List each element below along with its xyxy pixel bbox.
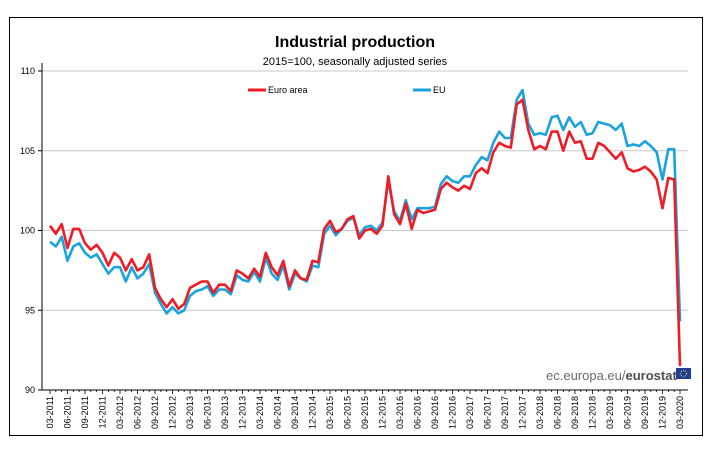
x-tick-label: 03-2015 [325, 396, 335, 429]
x-tick-label: 12-2013 [238, 396, 248, 429]
legend-label-euro-area: Euro area [268, 85, 308, 95]
x-tick-label: 06-2012 [133, 396, 143, 429]
x-tick-label: 09-2011 [80, 396, 90, 428]
x-tick-label: 09-2014 [290, 396, 300, 429]
x-tick-label: 06-2015 [343, 396, 353, 429]
x-tick-label: 12-2019 [658, 396, 668, 429]
x-tick-label: 12-2016 [448, 396, 458, 429]
x-tick-label: 03-2013 [185, 396, 195, 429]
source-brand: eurostat [626, 368, 678, 383]
x-tick-label: 03-2018 [535, 396, 545, 429]
x-tick-label: 06-2014 [273, 396, 283, 429]
x-tick-label: 12-2018 [588, 396, 598, 429]
eu-flag-icon [676, 368, 691, 379]
x-tick-label: 06-2017 [483, 396, 493, 429]
chart-title: Industrial production [275, 34, 435, 51]
x-tick-label: 09-2012 [150, 396, 160, 429]
y-tick-label-95: 95 [25, 305, 35, 315]
x-tick-label: 06-2018 [553, 396, 563, 429]
x-tick-label: 06-2011 [63, 396, 73, 428]
x-tick-label: 12-2011 [98, 396, 108, 428]
x-tick-label: 12-2014 [308, 396, 318, 429]
industrial-production-chart: Industrial production 2015=100, seasonal… [20, 34, 691, 429]
y-tick-label-100: 100 [20, 226, 35, 236]
legend: Euro area EU [248, 85, 446, 95]
x-tick-label: 06-2013 [203, 396, 213, 429]
svg-text:ec.europa.eu/eurostat: ec.europa.eu/eurostat [546, 368, 677, 383]
series-line-eu [49, 88, 682, 322]
x-tick-label: 03-2011 [45, 396, 55, 428]
x-tick-label: 03-2019 [605, 396, 615, 429]
chart-frame: Industrial production 2015=100, seasonal… [9, 17, 703, 436]
x-axis-ticks: 03-2011 06-2011 09-2011 12-2011 03-2012 06-20… [45, 390, 685, 429]
chart-subtitle: 2015=100, seasonally adjusted series [263, 56, 448, 68]
y-axis-ticks: 90 95 100 105 110 [20, 66, 42, 395]
legend-label-eu: EU [433, 85, 446, 95]
x-tick-label: 09-2017 [500, 396, 510, 429]
x-tick-label: 09-2018 [570, 396, 580, 429]
x-tick-label: 03-2014 [255, 396, 265, 429]
x-tick-label: 09-2015 [360, 396, 370, 429]
x-tick-label: 09-2019 [640, 396, 650, 429]
source-domain: ec.europa.eu/ [546, 368, 626, 383]
x-tick-label: 12-2017 [518, 396, 528, 429]
y-tick-label-90: 90 [25, 385, 35, 395]
x-tick-label: 09-2013 [220, 396, 230, 429]
x-tick-label: 03-2017 [465, 396, 475, 429]
source-credit: ec.europa.eu/eurostat [546, 368, 691, 383]
y-tick-label-105: 105 [20, 146, 35, 156]
x-tick-label: 03-2020 [675, 396, 685, 429]
x-tick-label: 03-2016 [395, 396, 405, 429]
x-tick-label: 12-2015 [378, 396, 388, 429]
x-tick-label: 09-2016 [430, 396, 440, 429]
y-tick-label-110: 110 [21, 66, 35, 76]
gridlines [42, 70, 688, 311]
x-tick-label: 06-2016 [413, 396, 423, 429]
series-lines [48, 88, 682, 367]
x-tick-label: 06-2019 [623, 396, 633, 429]
series-line-euro-area [48, 98, 682, 367]
x-tick-label: 12-2012 [168, 396, 178, 429]
x-tick-label: 03-2012 [115, 396, 125, 429]
